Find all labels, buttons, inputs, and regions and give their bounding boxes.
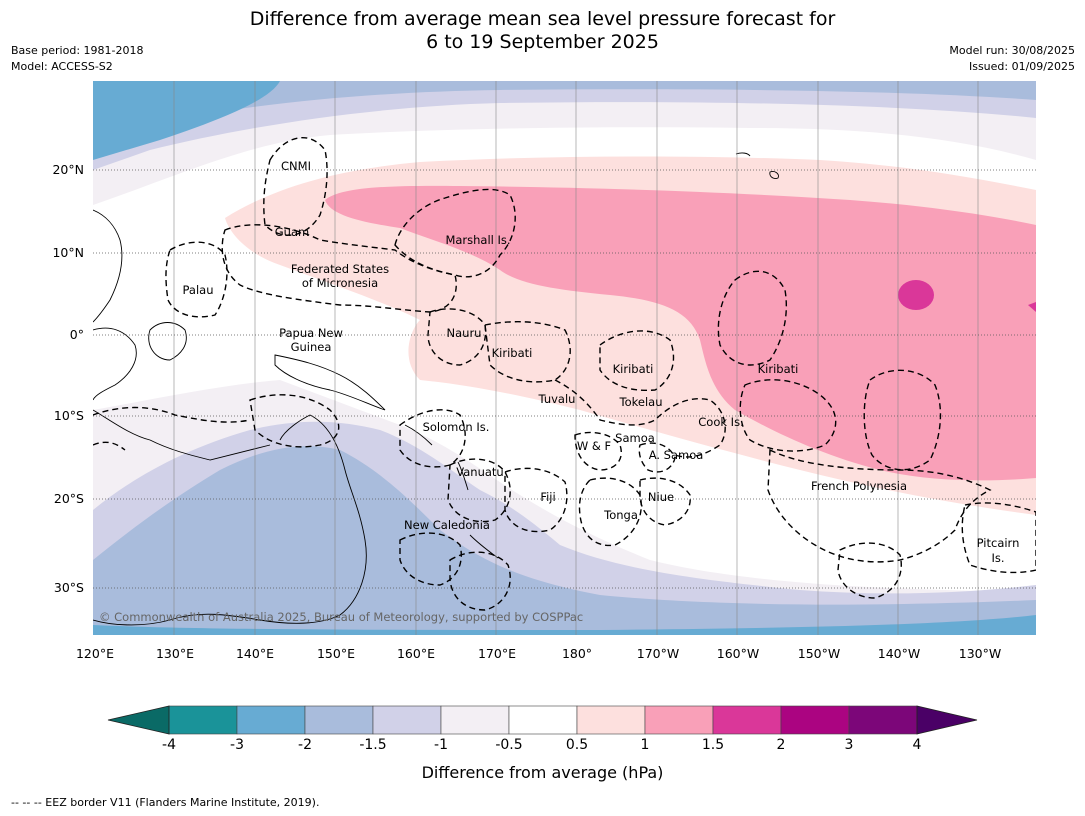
meta-right: Model run: 30/08/2025 Issued: 01/09/2025: [949, 43, 1075, 75]
label-fsm-1: Federated States: [291, 262, 389, 276]
lon-label: 120°E: [76, 646, 114, 661]
colorbar-tick-label: -0.5: [495, 737, 523, 753]
lon-label: 180°: [562, 646, 592, 661]
copyright-notice: © Commonwealth of Australia 2025, Bureau…: [99, 610, 583, 624]
label-png-1: Papua New: [279, 326, 343, 340]
base-period: Base period: 1981-2018: [11, 44, 144, 57]
label-samoa: Samoa: [615, 431, 655, 445]
label-new-caledonia: New Caledonia: [404, 518, 490, 532]
colorbar-tick-label: 2: [776, 737, 786, 753]
label-american-samoa: A. Samoa: [649, 448, 704, 462]
label-french-polynesia: French Polynesia: [811, 479, 907, 493]
colorbar-tick-label: 0.5: [565, 737, 589, 753]
colorbar-tick-label: -4: [162, 737, 176, 753]
colorbar-segment: [440, 705, 510, 735]
label-pitcairn-2: Is.: [991, 551, 1004, 565]
lon-label: 130°W: [959, 646, 1001, 661]
colorbar: [107, 705, 978, 735]
colorbar-segment: [644, 705, 714, 735]
lon-label: 150°W: [798, 646, 840, 661]
lon-label: 160°W: [717, 646, 759, 661]
lon-label: 140°E: [236, 646, 274, 661]
lon-label: 170°W: [637, 646, 679, 661]
label-fiji: Fiji: [540, 490, 555, 504]
label-pitcairn-1: Pitcairn: [977, 536, 1020, 550]
lon-label: 130°E: [156, 646, 194, 661]
longitude-labels: 120°E 130°E 140°E 150°E 160°E 170°E 180°…: [76, 646, 1001, 661]
colorbar-segment: [780, 705, 850, 735]
colorbar-tick-label: -3: [230, 737, 244, 753]
issued-date: Issued: 01/09/2025: [968, 60, 1075, 73]
label-palau: Palau: [183, 283, 214, 297]
colorbar-segment: [372, 705, 442, 735]
lat-label: 10°N: [52, 245, 84, 260]
colorbar-under-arrow: [107, 705, 170, 735]
label-tonga: Tonga: [603, 508, 638, 522]
label-wallis-futuna: W & F: [577, 439, 611, 453]
lat-label: 10°S: [54, 408, 84, 423]
eez-borders: [93, 137, 1036, 611]
footnote: -- -- -- EEZ border V11 (Flanders Marine…: [11, 796, 320, 809]
lon-label: 140°W: [878, 646, 920, 661]
meta-left: Base period: 1981-2018 Model: ACCESS-S2: [11, 43, 143, 75]
anomaly-field: [93, 81, 1036, 635]
label-tuvalu: Tuvalu: [538, 392, 576, 406]
label-niue: Niue: [648, 490, 674, 504]
colorbar-tick-label: -1: [434, 737, 448, 753]
lat-label: 20°S: [54, 491, 84, 506]
colorbar-tick-label: -1.5: [359, 737, 387, 753]
label-solomon-is: Solomon Is.: [423, 420, 490, 434]
colorbar-tick-label: 3: [844, 737, 854, 753]
label-cnmi: CNMI: [281, 159, 311, 173]
colorbar-title: Difference from average (hPa): [421, 763, 664, 782]
colorbar-tick-label: 1.5: [701, 737, 725, 753]
label-vanuatu: Vanuatu: [456, 465, 503, 479]
label-nauru: Nauru: [447, 326, 482, 340]
label-png-2: Guinea: [291, 340, 332, 354]
lon-label: 160°E: [397, 646, 435, 661]
colorbar-segment: [576, 705, 646, 735]
colorbar-segment: [848, 705, 918, 735]
graticule: [173, 81, 979, 635]
label-kiribati-central: Kiribati: [613, 362, 654, 376]
colorbar-segment: [508, 705, 578, 735]
lat-label: 0°: [70, 327, 84, 342]
colorbar-segment: [168, 705, 238, 735]
label-cook-is: Cook Is.: [698, 415, 743, 429]
colorbar-segment: [304, 705, 374, 735]
lon-label: 150°E: [317, 646, 355, 661]
model-run: Model run: 30/08/2025: [949, 44, 1075, 57]
colorbar-over-arrow: [916, 705, 978, 735]
label-guam: Guam: [275, 225, 309, 239]
lon-label: 170°E: [478, 646, 516, 661]
title-line-2: 6 to 19 September 2025: [426, 31, 659, 53]
label-kiribati-east: Kiribati: [758, 362, 799, 376]
lat-label: 30°S: [54, 580, 84, 595]
colorbar-tick-label: -2: [298, 737, 312, 753]
latitude-labels: 20°N 10°N 0° 10°S 20°S 30°S: [52, 162, 84, 595]
colorbar-segment: [712, 705, 782, 735]
colorbar-segment: [236, 705, 306, 735]
colorbar-tick-label: 1: [640, 737, 650, 753]
title-line-1: Difference from average mean sea level p…: [249, 8, 836, 30]
label-fsm-2: of Micronesia: [302, 276, 378, 290]
model-name: Model: ACCESS-S2: [11, 60, 113, 73]
colorbar-tick-label: 4: [912, 737, 922, 753]
label-kiribati-west: Kiribati: [492, 346, 533, 360]
lat-label: 20°N: [52, 162, 84, 177]
label-tokelau: Tokelau: [619, 395, 663, 409]
label-marshall-is: Marshall Is.: [445, 233, 510, 247]
